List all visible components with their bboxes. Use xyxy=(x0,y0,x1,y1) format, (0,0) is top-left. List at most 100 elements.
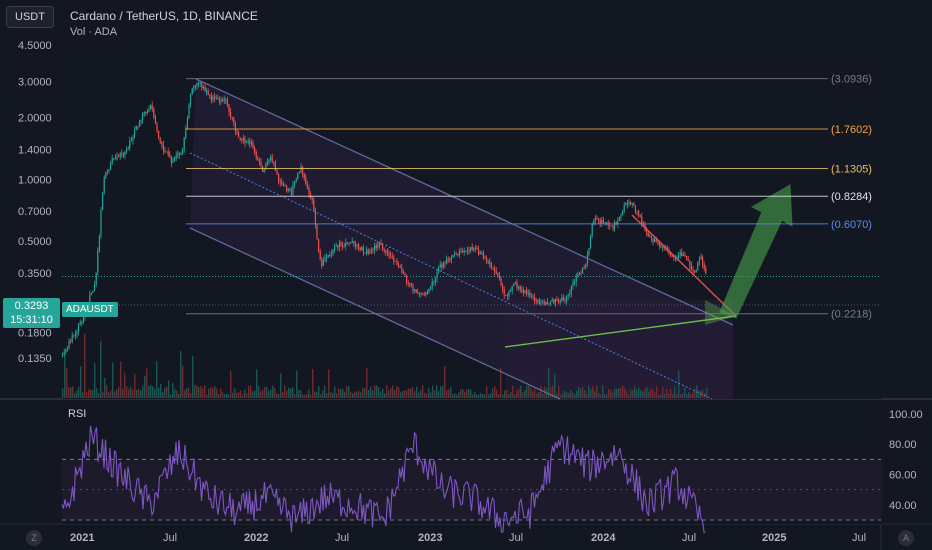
candle-body xyxy=(406,275,408,283)
candle-body xyxy=(678,255,680,258)
volume-bar xyxy=(226,393,228,398)
candle-body xyxy=(471,247,473,251)
candle-body xyxy=(65,348,67,353)
volume-bar xyxy=(614,388,616,398)
volume-bar xyxy=(344,392,346,398)
volume-bar xyxy=(628,394,630,398)
volume-bar xyxy=(78,386,80,398)
candle-body xyxy=(609,224,611,226)
volume-bar xyxy=(296,370,298,398)
candle-body xyxy=(441,264,443,268)
volume-bar xyxy=(584,389,586,398)
candle-body xyxy=(466,250,468,252)
candle-body xyxy=(66,347,68,349)
volume-bar xyxy=(622,385,624,398)
fib-levels[interactable]: (3.0936) (1.7602) (1.1305) (0.8284) (0.6070)… xyxy=(186,74,872,321)
candle-body xyxy=(273,161,275,163)
candle-body xyxy=(425,292,427,296)
candle-body xyxy=(583,267,585,269)
candle-body xyxy=(356,244,358,246)
volume-bar xyxy=(414,391,416,398)
volume-bar xyxy=(210,387,212,398)
volume-bar xyxy=(666,389,668,398)
volume-bar xyxy=(98,393,100,398)
candle-body xyxy=(166,151,168,153)
candle-body xyxy=(132,137,134,141)
candle-body xyxy=(142,113,144,120)
volume-bar xyxy=(600,394,602,398)
volume-legend[interactable]: Vol · ADA xyxy=(70,26,118,38)
candle-body xyxy=(89,294,91,305)
volume-bar xyxy=(230,370,232,398)
volume-bars xyxy=(62,333,708,398)
candle-body xyxy=(215,97,217,99)
volume-bar xyxy=(562,393,564,398)
time-axis-label: 2025 xyxy=(762,532,786,544)
candle-body xyxy=(172,160,174,163)
candle-body xyxy=(106,170,108,173)
volume-bar xyxy=(538,391,540,398)
candle-body xyxy=(350,242,352,244)
candle-body xyxy=(561,297,563,301)
candle-body xyxy=(468,250,470,252)
volume-bar xyxy=(490,393,492,398)
drawing-tools-layer[interactable] xyxy=(62,78,881,400)
candle-body xyxy=(124,151,126,156)
chart-title[interactable]: Cardano / TetherUS, 1D, BINANCE xyxy=(70,9,258,23)
candle-body xyxy=(498,275,500,278)
volume-bar xyxy=(542,393,544,398)
volume-bar xyxy=(314,391,316,398)
candle-body xyxy=(593,220,595,224)
candle-body xyxy=(359,247,361,251)
volume-bar xyxy=(532,391,534,398)
candle-body xyxy=(511,286,513,291)
volume-bar xyxy=(470,389,472,398)
currency-button[interactable]: USDT xyxy=(6,6,54,28)
volume-bar xyxy=(192,355,194,398)
price-axis-tick: 0.7000 xyxy=(18,206,52,218)
volume-bar xyxy=(258,386,260,398)
candle-body xyxy=(183,137,185,150)
auto-scale-button[interactable]: A xyxy=(898,530,914,546)
candle-body xyxy=(266,160,268,164)
volume-bar xyxy=(426,393,428,398)
candle-body xyxy=(210,95,212,101)
candle-body xyxy=(604,222,606,224)
zoom-button[interactable]: Z xyxy=(26,530,42,546)
candle-body xyxy=(265,163,267,170)
volume-bar xyxy=(168,380,170,398)
volume-bar xyxy=(634,386,636,398)
candle-body xyxy=(430,286,432,289)
volume-bar xyxy=(478,394,480,398)
volume-bar xyxy=(536,393,538,398)
volume-bar xyxy=(198,387,200,398)
volume-bar xyxy=(92,390,94,398)
candle-body xyxy=(116,156,118,160)
candle-body xyxy=(662,246,664,248)
time-axis-label: Jul xyxy=(852,532,866,544)
candle-body xyxy=(204,86,206,92)
candle-body xyxy=(598,219,600,221)
candle-body xyxy=(606,222,608,224)
volume-bar xyxy=(416,386,418,398)
candle-body xyxy=(559,300,561,303)
candle-body xyxy=(558,300,560,303)
volume-bar xyxy=(294,394,296,398)
volume-bar xyxy=(266,386,268,398)
volume-bar xyxy=(290,388,292,398)
volume-bar xyxy=(592,386,594,398)
rsi-axis-tick: 80.00 xyxy=(889,439,917,451)
candle-body xyxy=(457,254,459,256)
candle-body xyxy=(254,147,256,153)
rsi-legend[interactable]: RSI xyxy=(68,408,87,420)
volume-bar xyxy=(292,387,294,398)
candle-body xyxy=(516,282,518,288)
candle-body xyxy=(70,341,72,342)
candle-body xyxy=(150,105,152,110)
candle-body xyxy=(153,108,155,118)
candle-body xyxy=(233,118,235,123)
candle-body xyxy=(295,179,297,182)
candle-body xyxy=(428,288,430,293)
volume-bar xyxy=(640,390,642,398)
